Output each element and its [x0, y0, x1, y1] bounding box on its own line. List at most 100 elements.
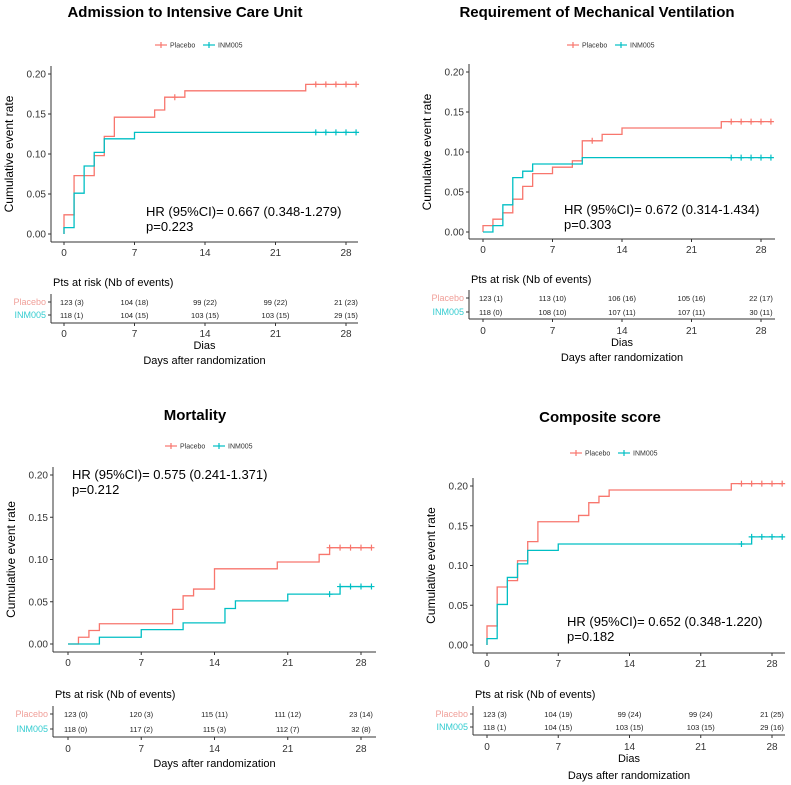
chart-title: Requirement of Mechanical Ventilation: [459, 4, 734, 21]
hazard-ratio-text: HR (95%CI)= 0.652 (0.348-1.220): [567, 614, 762, 629]
risk-x-tick-label: 0: [65, 744, 71, 755]
censor-mark-inm005: [368, 583, 375, 590]
risk-cell: 103 (15): [616, 723, 644, 732]
y-tick-label: 0.10: [449, 561, 469, 572]
risk-x-tick-label: 7: [132, 329, 138, 340]
censor-mark-placebo: [767, 118, 774, 125]
y-tick-label: 0.20: [449, 482, 469, 493]
censor-mark-inm005: [767, 154, 774, 161]
x-tick-label: 14: [616, 245, 628, 256]
risk-cell: 23 (14): [349, 710, 373, 719]
legend: Placebo INM005: [567, 42, 655, 50]
risk-table: Pts at risk (Nb of events) Placebo 123 (3)…: [13, 277, 358, 367]
y-axis-label: Cumulative event rate: [424, 507, 438, 624]
legend: Placebo INM005: [155, 42, 243, 50]
censor-mark-placebo: [312, 81, 319, 88]
censor-mark-placebo: [589, 137, 596, 144]
censor-mark-inm005: [769, 533, 775, 540]
p-value-text: p=0.212: [72, 482, 119, 497]
risk-row-label-placebo: Placebo: [435, 709, 468, 719]
km-panel-3: Mortality Placebo INM005 0.00 0.05 0.10 0.15 0.…: [4, 407, 376, 770]
risk-cell: 21 (23): [334, 298, 358, 307]
x-tick-label: 21: [686, 245, 698, 256]
censor-mark-inm005: [358, 583, 364, 590]
risk-cell: 106 (16): [608, 294, 636, 303]
legend: Placebo INM005: [165, 443, 253, 451]
risk-cell: 113 (10): [539, 294, 567, 303]
risk-row-label-inm005: INM005: [14, 310, 46, 320]
risk-x-tick-label: 0: [61, 329, 67, 340]
y-tick-label: 0.15: [27, 110, 47, 121]
hazard-ratio-text: HR (95%CI)= 0.672 (0.314-1.434): [564, 202, 759, 217]
risk-x-axis-label: Dias: [611, 337, 634, 349]
x-tick-label: 28: [755, 245, 767, 256]
risk-cell: 105 (16): [678, 294, 706, 303]
p-value-text: p=0.182: [567, 629, 614, 644]
risk-cell: 103 (15): [262, 311, 290, 320]
censor-mark-inm005: [326, 591, 333, 598]
y-tick-label: 0.05: [445, 188, 465, 199]
risk-cell: 115 (3): [203, 725, 227, 734]
risk-cell: 115 (11): [201, 710, 228, 719]
risk-row-label-placebo: Placebo: [13, 297, 46, 307]
risk-x-tick-label: 28: [755, 326, 767, 337]
censor-mark-placebo: [326, 544, 333, 551]
km-curve-inm005: [486, 536, 783, 645]
risk-x-tick-label: 28: [355, 744, 367, 755]
chart-title: Admission to Intensive Care Unit: [67, 4, 302, 21]
risk-row-label-placebo: Placebo: [15, 709, 48, 719]
km-panel-2: Requirement of Mechanical Ventilation Pla…: [420, 4, 775, 364]
censor-mark-placebo: [748, 118, 755, 125]
censor-mark-inm005: [343, 129, 349, 136]
risk-table: Pts at risk (Nb of events) Placebo 123 (1)…: [431, 274, 775, 364]
x-tick-label: 7: [138, 658, 144, 669]
censor-mark-placebo: [358, 544, 364, 551]
censor-mark-inm005: [748, 533, 755, 540]
legend-label: INM005: [228, 444, 253, 451]
y-tick-label: 0.20: [27, 70, 47, 81]
km-curve-placebo: [68, 547, 372, 645]
legend-label: INM005: [218, 43, 243, 50]
censor-mark-placebo: [758, 480, 765, 487]
legend-label: Placebo: [582, 43, 607, 50]
risk-table-title: Pts at risk (Nb of events): [55, 689, 175, 701]
risk-cell: 29 (16): [760, 723, 784, 732]
x-tick-label: 7: [550, 245, 556, 256]
risk-cell: 123 (3): [60, 298, 84, 307]
censor-mark-inm005: [728, 154, 735, 161]
censor-mark-placebo: [738, 480, 745, 487]
censor-mark-inm005: [353, 129, 360, 136]
x-axis-label: Days after randomization: [568, 770, 690, 782]
risk-row-label-inm005: INM005: [436, 722, 468, 732]
risk-cell: 21 (25): [760, 710, 784, 719]
censor-mark-inm005: [312, 129, 319, 136]
risk-table-title: Pts at risk (Nb of events): [53, 277, 173, 289]
censor-mark-placebo: [322, 81, 329, 88]
km-curve-inm005: [68, 585, 372, 645]
risk-cell: 118 (0): [64, 725, 88, 734]
risk-table: Pts at risk (Nb of events) Placebo 123 (3)…: [435, 689, 785, 782]
censor-mark-placebo: [748, 480, 755, 487]
y-tick-label: 0.05: [29, 597, 49, 608]
censor-mark-inm005: [347, 583, 354, 590]
censor-mark-inm005: [322, 129, 329, 136]
km-curve-inm005: [63, 131, 357, 234]
risk-cell: 99 (22): [193, 298, 217, 307]
censor-mark-placebo: [353, 81, 360, 88]
risk-cell: 104 (18): [121, 298, 149, 307]
y-axis-label: Cumulative event rate: [2, 95, 16, 212]
censor-mark-placebo: [337, 544, 344, 551]
censor-mark-inm005: [758, 154, 764, 161]
risk-cell: 103 (15): [687, 723, 715, 732]
risk-x-tick-label: 28: [340, 329, 352, 340]
y-tick-label: 0.20: [29, 471, 49, 482]
legend-label: Placebo: [180, 444, 205, 451]
risk-cell: 123 (0): [64, 710, 88, 719]
x-tick-label: 14: [209, 658, 221, 669]
x-tick-label: 28: [340, 248, 352, 259]
x-axis-label: Days after randomization: [561, 352, 683, 364]
km-curve-placebo: [486, 482, 783, 645]
risk-x-tick-label: 7: [555, 742, 561, 753]
risk-cell: 108 (10): [539, 308, 567, 317]
